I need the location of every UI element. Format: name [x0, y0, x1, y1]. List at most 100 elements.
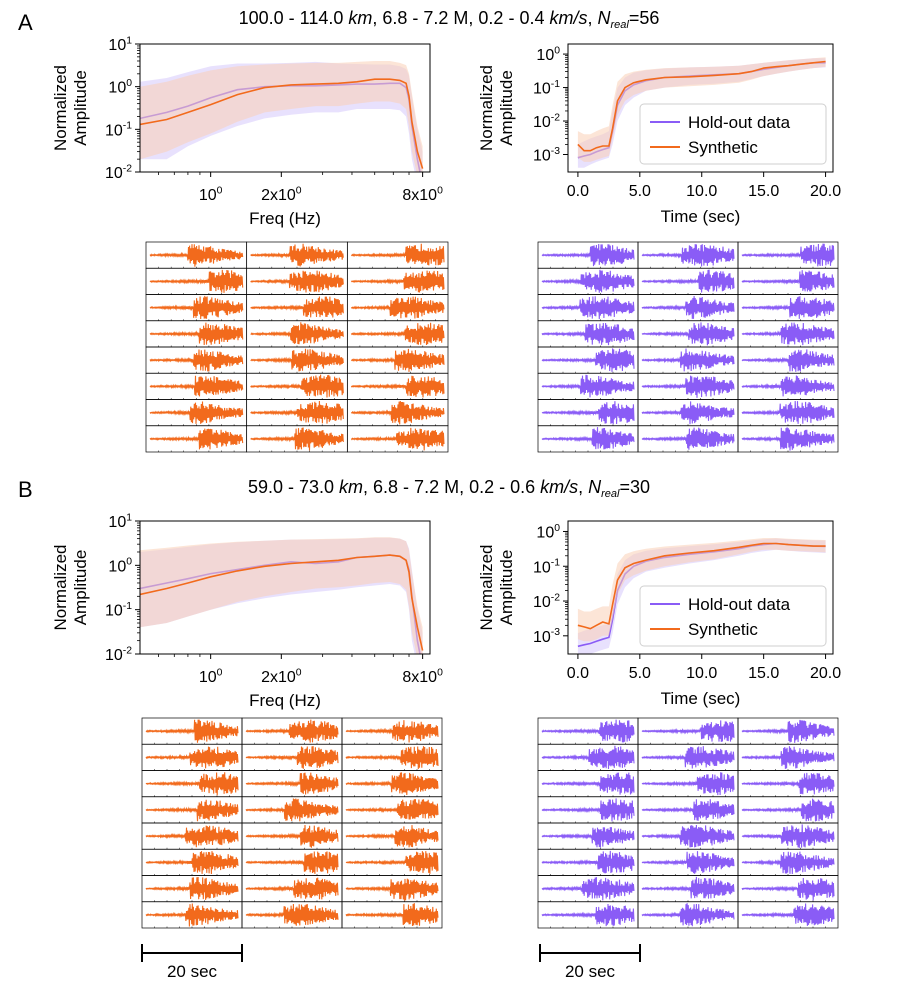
- x-axis-label: Time (sec): [661, 689, 741, 708]
- y-tick-label: 10-2: [105, 163, 132, 182]
- waveform-trace: [641, 401, 735, 425]
- waveform-trace: [741, 798, 835, 822]
- y-axis-label-line2: Amplitude: [71, 70, 90, 146]
- waveform-trace: [741, 719, 835, 743]
- fourier-plot-0: 101 100 10-1 10-2 100 2x100 8x100 Freq (Hz) Norm…: [51, 35, 443, 228]
- fourier-frame: [139, 520, 431, 655]
- y-tick-label: 100: [108, 557, 132, 576]
- waveform-trace: [641, 772, 735, 796]
- y-tick-label: 10-1: [105, 601, 132, 620]
- panel-title-text: 100.0 - 114.0 km, 6.8 - 7.2 M, 0.2 - 0.4…: [239, 8, 660, 31]
- legend-synthetic-label: Synthetic: [688, 620, 758, 639]
- x-tick-label: 2x100: [261, 185, 302, 204]
- panel-title-1: 59.0 - 73.0 km, 6.8 - 7.2 M, 0.2 - 0.6 k…: [248, 477, 650, 500]
- waveform-trace: [641, 746, 735, 769]
- waveform-trace: [641, 375, 735, 398]
- synthetic-series-band: [577, 57, 826, 162]
- x-tick-label: 8x100: [402, 667, 443, 686]
- waveform-trace: [541, 427, 635, 450]
- synthetic-waveforms-0: [145, 241, 449, 453]
- y-tick-label: 10-1: [533, 558, 560, 577]
- waveform-trace: [345, 772, 439, 796]
- waveform-trace: [541, 296, 635, 320]
- x-tick-label: 100: [199, 185, 223, 204]
- y-axis-label-line1: Normalized: [477, 545, 496, 631]
- waveform-trace: [741, 243, 835, 267]
- waveform-trace: [250, 348, 344, 372]
- y-axis-label-line2: Amplitude: [497, 70, 516, 146]
- waveform-trace: [149, 349, 244, 372]
- panel-letter-A: A: [18, 10, 33, 35]
- waveform-trace: [641, 799, 735, 821]
- waveform-trace: [245, 772, 339, 795]
- waveform-trace: [245, 903, 339, 926]
- waveform-trace: [541, 772, 635, 795]
- waveform-trace: [641, 876, 735, 899]
- waveform-trace: [145, 876, 239, 900]
- waveform-trace: [145, 851, 239, 875]
- waveform-trace: [245, 877, 339, 900]
- waveform-trace: [345, 720, 439, 743]
- y-axis-label: Normalized Amplitude: [477, 65, 516, 151]
- waveform-trace: [145, 719, 239, 743]
- waveform-trace: [541, 877, 635, 901]
- x-tick-label: 10.0: [686, 665, 717, 682]
- legend-synthetic-label: Synthetic: [688, 138, 758, 157]
- x-tick-label: 2x100: [261, 667, 302, 686]
- x-tick-label: 0.0: [567, 183, 589, 200]
- legend-box: [639, 585, 827, 647]
- waveform-trace: [350, 243, 445, 266]
- waveform-trace: [541, 243, 635, 267]
- synthetic-series-line: [577, 60, 826, 152]
- synthetic-series-band: [140, 61, 423, 172]
- waveform-trace: [145, 746, 239, 769]
- waveform-trace: [541, 322, 635, 346]
- x-axis-label: Time (sec): [661, 207, 741, 226]
- waveform-trace: [350, 375, 445, 398]
- waveform-trace: [149, 322, 244, 346]
- waveform-trace: [741, 400, 835, 424]
- y-tick-label: 10-1: [533, 79, 560, 98]
- panel-title-text: 59.0 - 73.0 km, 6.8 - 7.2 M, 0.2 - 0.6 k…: [248, 477, 650, 500]
- fourier-frame: [139, 43, 431, 173]
- waveform-trace: [741, 375, 835, 397]
- waveform-trace: [741, 349, 835, 372]
- waveform-trace: [541, 903, 635, 927]
- waveform-trace: [641, 269, 735, 293]
- y-tick-label: 101: [108, 512, 132, 531]
- synthetic-series-line: [140, 78, 424, 169]
- y-tick-label: 10-2: [533, 112, 560, 131]
- waveform-trace: [641, 824, 735, 848]
- waveform-trace: [641, 720, 735, 742]
- waveform-trace: [741, 427, 835, 451]
- waveform-trace: [250, 400, 344, 424]
- waveform-trace: [149, 401, 244, 424]
- legend-holdout-label: Hold-out data: [688, 595, 791, 614]
- husid-frame: [567, 520, 834, 655]
- waveform-trace: [741, 824, 835, 848]
- waveform-trace: [741, 270, 835, 292]
- waveform-trace: [741, 322, 835, 346]
- waveform-trace: [350, 348, 445, 372]
- waveform-trace: [345, 878, 439, 901]
- synthetic-series-line: [140, 554, 424, 651]
- waveform-trace: [741, 296, 835, 319]
- waveform-trace: [250, 374, 344, 398]
- synthetic-series-group: [140, 537, 424, 654]
- waveform-trace: [641, 295, 735, 319]
- y-tick-label: 10-3: [533, 627, 560, 646]
- waveform-trace: [741, 772, 835, 795]
- waveform-trace: [250, 296, 344, 318]
- x-tick-label: 8x100: [402, 185, 443, 204]
- waveform-trace: [245, 824, 339, 848]
- legend-holdout-label: Hold-out data: [688, 113, 791, 132]
- legend: Hold-out data Synthetic: [639, 103, 827, 165]
- waveform-trace: [345, 903, 439, 927]
- synthetic-waveforms-1: [141, 717, 443, 929]
- waveform-trace: [541, 269, 635, 293]
- y-axis-label-line1: Normalized: [477, 65, 496, 151]
- y-tick-label: 10-2: [533, 592, 560, 611]
- x-tick-label: 0.0: [567, 665, 589, 682]
- waveform-trace: [541, 348, 635, 372]
- y-axis-label: Normalized Amplitude: [477, 545, 516, 631]
